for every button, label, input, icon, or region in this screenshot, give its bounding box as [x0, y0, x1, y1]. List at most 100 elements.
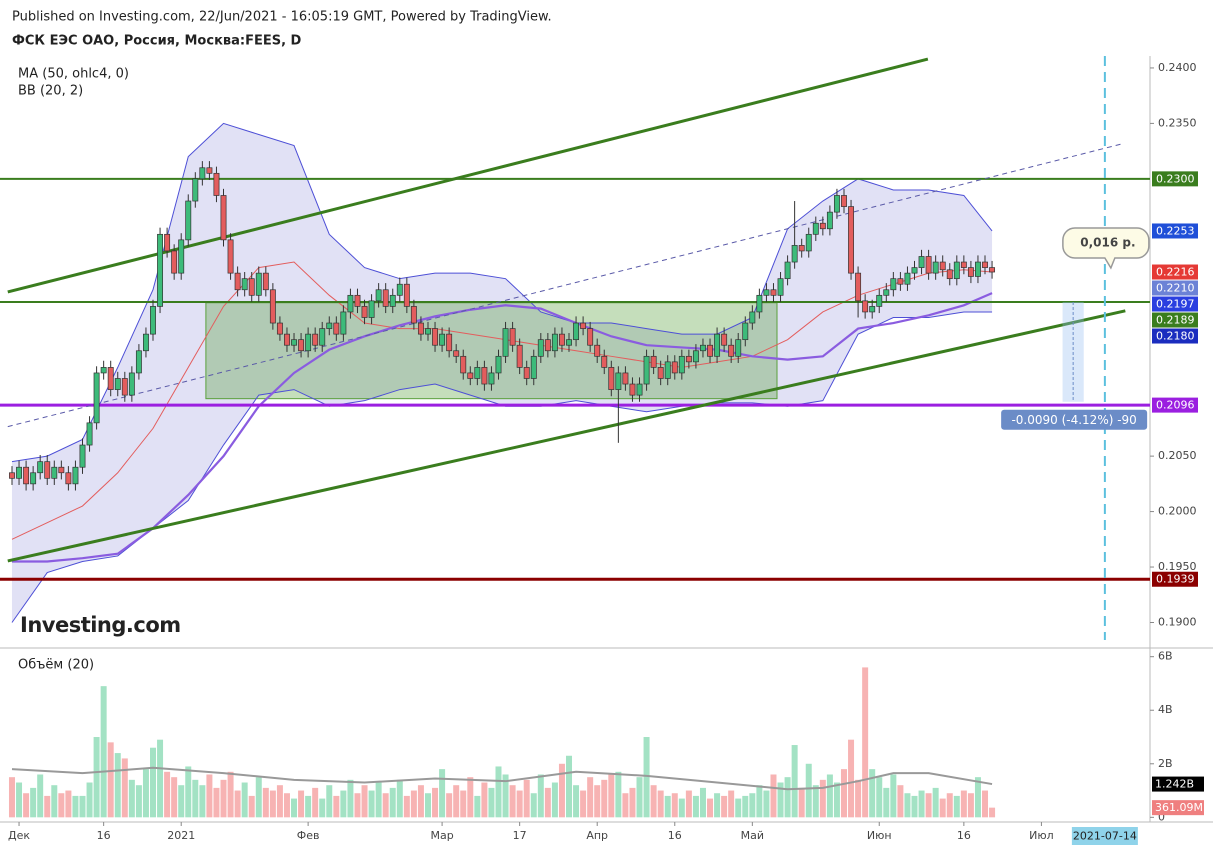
volume-bar	[340, 790, 347, 818]
volume-bar	[643, 737, 650, 818]
volume-bar	[424, 793, 431, 818]
volume-bar	[848, 739, 855, 818]
price-label-bg	[1152, 171, 1198, 187]
volume-bar	[862, 667, 869, 818]
volume-bar	[495, 766, 502, 818]
candle-body	[143, 333, 149, 352]
volume-bar	[932, 787, 939, 818]
price-label-bg	[1152, 397, 1198, 413]
candle-body	[735, 339, 742, 357]
volume-bar	[453, 785, 460, 818]
volume-bar	[58, 793, 65, 818]
volume-bar	[587, 777, 594, 818]
volume-bar	[192, 779, 199, 818]
candle-body	[685, 355, 692, 363]
candle-body	[481, 367, 488, 385]
candle-body	[157, 233, 164, 307]
candle-body	[700, 344, 706, 352]
volume-bar	[410, 790, 417, 818]
volume-bar	[798, 787, 805, 818]
candle-body	[594, 344, 601, 357]
volume-bar	[953, 795, 960, 818]
volume-bar	[594, 785, 601, 818]
volume-bar	[671, 793, 678, 818]
measure-box	[1062, 301, 1084, 402]
volume-bar	[93, 737, 100, 818]
volume-bar	[974, 777, 981, 818]
candle-body	[939, 261, 946, 271]
candle-body	[925, 256, 932, 274]
volume-bar	[685, 790, 692, 818]
candle-body	[453, 350, 460, 357]
volume-title: Объём (20)	[18, 658, 94, 673]
candle-body	[255, 272, 262, 296]
volume-bar	[763, 790, 770, 818]
x-tick-label: Фев	[297, 829, 320, 842]
volume-bar	[319, 798, 326, 818]
candle-body	[946, 269, 953, 280]
candle-body	[347, 294, 354, 313]
candle-body	[284, 333, 290, 346]
indicator-label: MA (50, ohlc4, 0)	[18, 67, 129, 82]
candle-body	[65, 472, 72, 485]
volume-bar	[269, 790, 276, 818]
price-label: 0.2216	[1156, 266, 1195, 279]
candle-body	[728, 344, 735, 357]
candle-body	[93, 372, 100, 424]
volume-bar	[121, 758, 128, 818]
candle-body	[537, 339, 544, 357]
volume-bar	[354, 793, 361, 818]
price-label-bg	[1152, 312, 1198, 328]
volume-bar	[742, 795, 749, 818]
trend-line	[7, 309, 1126, 563]
candle-body	[777, 278, 784, 296]
volume-bar	[220, 779, 227, 818]
volume-bar	[368, 790, 375, 818]
candle-body	[551, 333, 558, 352]
volume-bar	[692, 795, 699, 818]
volume-bar	[86, 782, 93, 818]
volume-bar	[982, 790, 989, 818]
price-label-bg	[1152, 296, 1198, 312]
volume-bar	[650, 785, 657, 818]
volume-bar	[8, 777, 15, 818]
candle-body	[707, 344, 713, 357]
volume-label: 361.09M	[1155, 801, 1203, 814]
callout-text: 0,016 р.	[1080, 236, 1135, 250]
volume-bar	[185, 766, 192, 818]
volume-bar	[876, 777, 883, 818]
candle-body	[904, 272, 911, 285]
candle-body	[192, 178, 199, 202]
y-tick-label: 4B	[1158, 703, 1173, 716]
price-label: 0.2300	[1156, 172, 1195, 185]
bb-upper	[11, 122, 993, 463]
price-label: 0.2210	[1156, 282, 1195, 295]
volume-bar	[213, 787, 220, 818]
candle-body	[488, 372, 495, 385]
candle-body	[502, 328, 509, 357]
volume-bar	[791, 745, 798, 818]
volume-bar	[566, 755, 573, 818]
candle-body	[361, 306, 368, 318]
volume-bar	[333, 795, 340, 818]
volume-bar	[855, 779, 862, 818]
volume-bar	[573, 785, 580, 818]
volume-bar	[382, 793, 389, 818]
volume-bar	[939, 798, 946, 818]
candle-body	[819, 222, 826, 230]
volume-bar	[509, 785, 516, 818]
volume-bar	[819, 779, 826, 818]
price-label-bg	[1152, 571, 1198, 587]
candle-body	[749, 311, 756, 324]
candle-body	[417, 322, 424, 335]
volume-bar	[735, 798, 742, 818]
volume-bar	[714, 793, 721, 818]
candle-body	[791, 245, 798, 263]
candle-body	[439, 333, 446, 346]
candle-body	[523, 367, 530, 379]
candle-body	[876, 294, 883, 307]
x-tick-label: Июл	[1029, 829, 1054, 842]
measure-label: -0.0090 (-4.12%) -90	[1011, 413, 1136, 427]
candle-body	[911, 267, 918, 274]
volume-bar	[312, 787, 319, 818]
